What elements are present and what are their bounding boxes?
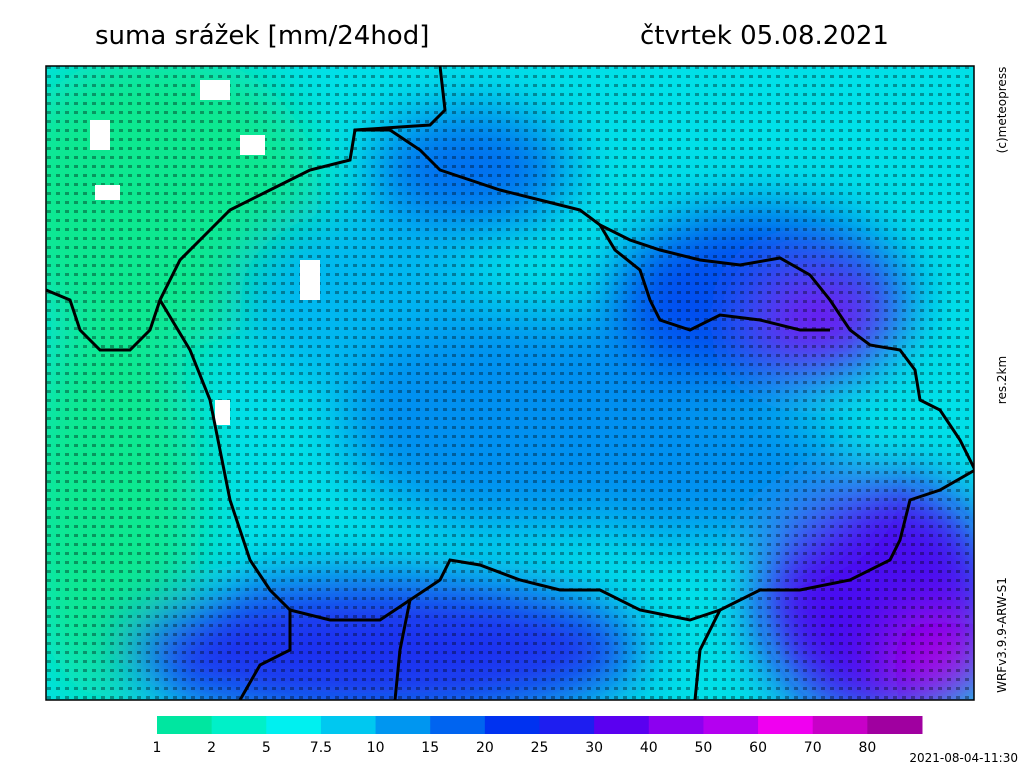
legend-label: 10 <box>367 740 385 756</box>
precip-field <box>46 66 974 700</box>
map-date: čtvrtek 05.08.2021 <box>640 21 889 51</box>
borders <box>46 66 974 700</box>
legend-label: 40 <box>640 740 658 756</box>
legend-label: 7.5 <box>310 740 332 756</box>
legend-swatch <box>157 716 213 734</box>
legend-label: 20 <box>476 740 494 756</box>
legend: 1 2 5 7.5 10 15 20 25 30 40 50 60 70 80 <box>153 716 923 756</box>
legend-label: 5 <box>262 740 271 756</box>
resolution: res.2km <box>995 356 1009 404</box>
legend-swatch <box>867 716 923 734</box>
legend-label: 25 <box>531 740 549 756</box>
legend-label: 2 <box>207 740 216 756</box>
legend-swatch <box>594 716 650 734</box>
legend-swatch <box>266 716 322 734</box>
copyright: (c)meteopress <box>995 67 1009 154</box>
legend-label: 50 <box>695 740 713 756</box>
legend-label: 60 <box>749 740 767 756</box>
legend-swatch <box>320 716 377 734</box>
legend-label: 15 <box>421 740 439 756</box>
map-title: suma srážek [mm/24hod] <box>95 21 429 51</box>
legend-swatch <box>539 716 595 734</box>
legend-label: 80 <box>858 740 876 756</box>
legend-label: 70 <box>804 740 822 756</box>
timestamp: 2021-08-04-11:30 <box>909 751 1018 765</box>
legend-swatch <box>484 716 540 734</box>
map-frame <box>45 65 975 701</box>
model-name: WRFv3.9.9-ARW-S1 <box>995 577 1009 693</box>
legend-label: 1 <box>153 740 162 756</box>
legend-label: 30 <box>585 740 603 756</box>
legend-swatch <box>430 716 486 734</box>
legend-swatch <box>812 716 868 734</box>
legend-swatch <box>703 716 759 734</box>
legend-swatch <box>375 716 431 734</box>
legend-swatch <box>211 716 267 734</box>
legend-swatch <box>758 716 814 734</box>
legend-swatch <box>648 716 704 734</box>
